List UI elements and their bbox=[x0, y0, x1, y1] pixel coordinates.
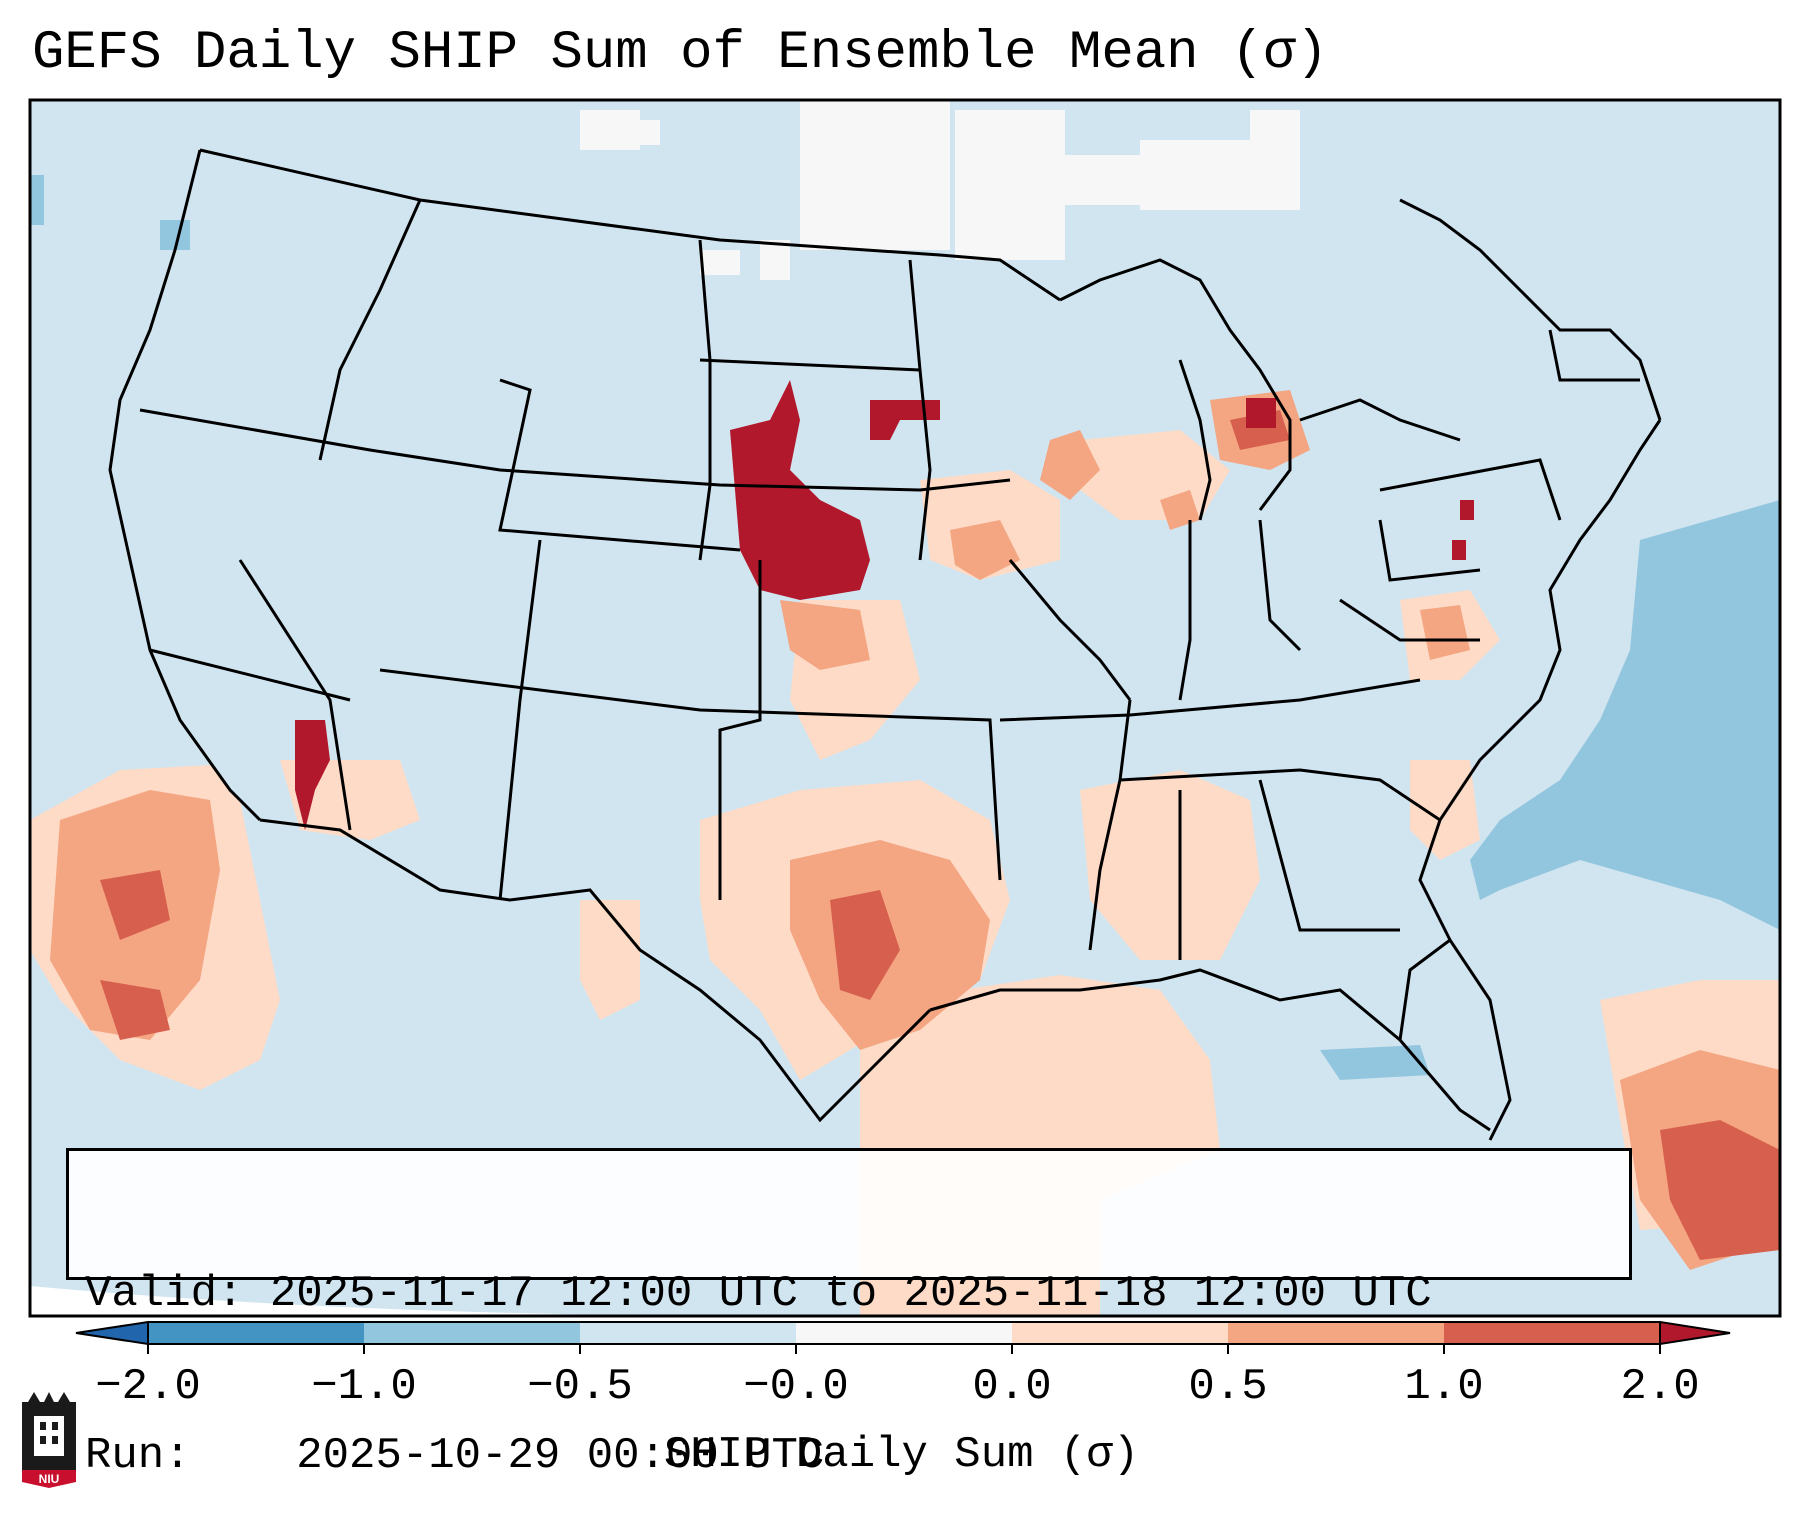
run-value: 2025-10-29 00:00 UTC bbox=[296, 1431, 825, 1481]
valid-label: Valid: bbox=[85, 1269, 244, 1319]
colorbar-segment bbox=[364, 1322, 580, 1344]
valid-line: Valid: 2025-11-17 12:00 UTC to 2025-11-1… bbox=[85, 1267, 1629, 1321]
colorbar-segment bbox=[1444, 1322, 1660, 1344]
forecast-map bbox=[28, 98, 1782, 1318]
colorbar-frame bbox=[147, 1321, 1661, 1345]
valid-value: 2025-11-17 12:00 UTC to 2025-11-18 12:00… bbox=[269, 1269, 1432, 1319]
run-line: Run: 2025-10-29 00:00 UTC bbox=[85, 1429, 1629, 1483]
colorbar-tick-label: 0.0 bbox=[972, 1362, 1052, 1412]
colorbar-tick-label: −0.0 bbox=[743, 1362, 849, 1412]
colorbar-segment bbox=[148, 1322, 364, 1344]
boundary-lines bbox=[108, 148, 1662, 1141]
strong-positive-areas bbox=[100, 410, 1780, 1260]
pacific-negative-cell bbox=[30, 175, 44, 225]
gulf-negative-area bbox=[1320, 1045, 1430, 1080]
near-zero-cells bbox=[580, 100, 1300, 280]
colorbar-tick-label: −2.0 bbox=[95, 1362, 201, 1412]
colorbar-tick-label: 2.0 bbox=[1620, 1362, 1700, 1412]
map-title: GEFS Daily SHIP Sum of Ensemble Mean (σ) bbox=[32, 23, 1329, 84]
colorbar-segment bbox=[1012, 1322, 1228, 1344]
colorbar-extend-low bbox=[75, 1320, 149, 1346]
map-frame bbox=[28, 98, 1782, 1318]
out-of-domain-area bbox=[30, 1286, 900, 1316]
colorbar-segment bbox=[1228, 1322, 1444, 1344]
colorbar bbox=[75, 1320, 1731, 1354]
niu-seal-icon: NIU bbox=[22, 1392, 76, 1488]
logo-text: NIU bbox=[39, 1472, 60, 1486]
colorbar-segment bbox=[580, 1322, 796, 1344]
colorbar-label: SHIP Daily Sum (σ) bbox=[663, 1430, 1140, 1480]
colorbar-tick-label: 0.5 bbox=[1188, 1362, 1268, 1412]
run-label: Run: bbox=[85, 1431, 191, 1481]
colorbar-tick-label: −0.5 bbox=[527, 1362, 633, 1412]
valid-run-info-box: Valid: 2025-11-17 12:00 UTC to 2025-11-1… bbox=[66, 1148, 1632, 1481]
colorbar-segment bbox=[796, 1322, 1012, 1344]
atlantic-negative-area bbox=[1470, 500, 1780, 930]
colorbar-extend-high bbox=[1659, 1320, 1731, 1346]
colorbar-tick-label: −1.0 bbox=[311, 1362, 417, 1412]
colorbar-tick-label: 1.0 bbox=[1404, 1362, 1484, 1412]
